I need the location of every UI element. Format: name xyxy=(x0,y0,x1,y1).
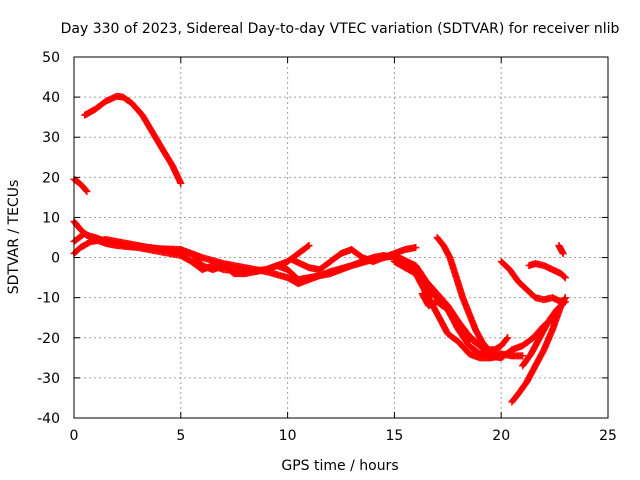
data-point xyxy=(476,342,484,350)
data-point xyxy=(412,244,420,252)
y-tick-label: 10 xyxy=(42,210,60,226)
data-point xyxy=(560,299,568,307)
y-tick-label: 20 xyxy=(42,170,60,186)
data-point xyxy=(519,352,527,360)
data-point xyxy=(83,187,91,195)
series-arc-7 xyxy=(390,258,527,360)
series-arc-9 xyxy=(418,290,484,350)
chart-title: Day 330 of 2023, Sidereal Day-to-day VTE… xyxy=(61,21,620,37)
series-arc-11 xyxy=(525,260,569,282)
series-arc-8 xyxy=(433,234,512,354)
data-point xyxy=(560,273,568,281)
x-tick-label: 20 xyxy=(492,428,510,444)
x-tick-label: 5 xyxy=(176,428,185,444)
y-tick-label: 40 xyxy=(42,90,60,106)
data-points xyxy=(70,92,569,406)
y-tick-label: -20 xyxy=(37,331,60,347)
data-point xyxy=(82,186,90,194)
x-tick-label: 0 xyxy=(70,428,79,444)
data-point xyxy=(559,250,567,258)
series-arc-6 xyxy=(288,244,420,274)
x-tick-labels: 0 5 10 15 20 25 xyxy=(70,428,617,444)
grid-lines xyxy=(74,57,608,418)
x-axis-label: GPS time / hours xyxy=(281,458,398,474)
x-tick-label: 15 xyxy=(385,428,403,444)
data-point xyxy=(503,335,511,343)
x-tick-label: 10 xyxy=(279,428,297,444)
y-tick-label: 50 xyxy=(42,50,60,66)
axis-ticks xyxy=(73,56,609,419)
y-axis-label: SDTVAR / TECUs xyxy=(6,180,22,295)
y-tick-label: -10 xyxy=(37,291,60,307)
data-point xyxy=(305,242,313,250)
y-tick-label: 30 xyxy=(42,130,60,146)
y-tick-label: 0 xyxy=(51,251,60,267)
series-arc-1 xyxy=(81,92,185,187)
y-tick-label: -30 xyxy=(37,371,60,387)
data-point xyxy=(177,179,185,187)
data-point xyxy=(304,242,312,250)
data-point xyxy=(561,298,569,306)
y-tick-labels: -40 -30 -20 -10 0 10 20 30 40 50 xyxy=(37,50,60,427)
plot-frame xyxy=(73,56,609,419)
y-tick-label: -40 xyxy=(37,411,60,427)
series-arc-13 xyxy=(519,298,569,370)
data-point xyxy=(475,341,483,349)
x-tick-label: 25 xyxy=(599,428,617,444)
data-point xyxy=(504,334,512,342)
series-arc-12 xyxy=(508,294,569,406)
data-point xyxy=(561,274,569,282)
series-arc-14 xyxy=(555,242,567,258)
